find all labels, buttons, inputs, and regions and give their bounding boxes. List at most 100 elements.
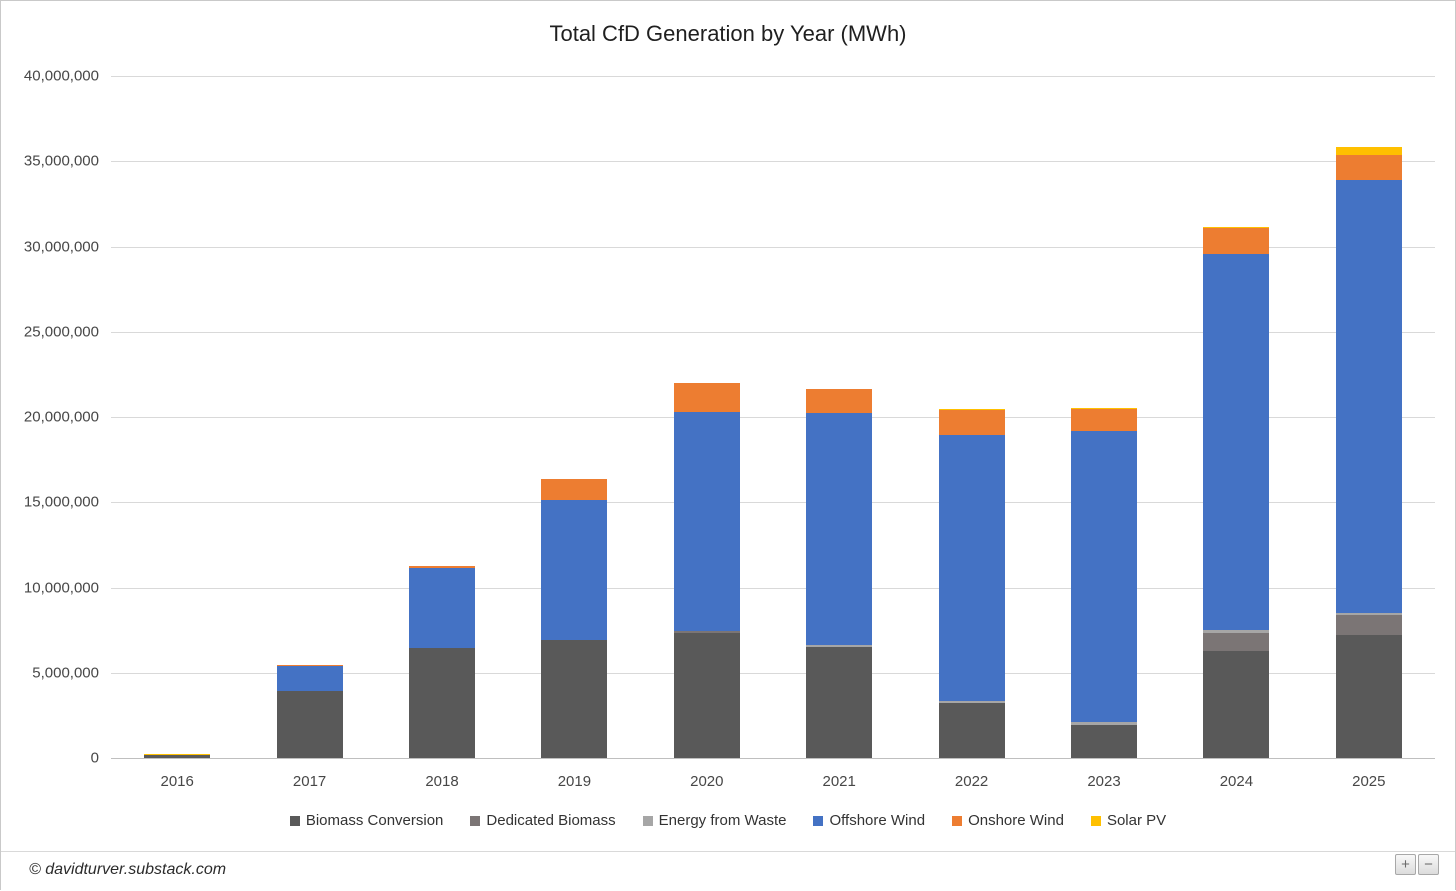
bar-segment-onshore-wind xyxy=(409,566,475,569)
bar-segment-offshore-wind xyxy=(541,500,608,641)
bar-segment-offshore-wind xyxy=(276,666,343,691)
bar-segment-solar-pv xyxy=(1071,407,1137,410)
bar-segment-onshore-wind xyxy=(1203,228,1270,255)
zoom-controls: + − xyxy=(1395,854,1439,875)
bar-segment-onshore-wind xyxy=(673,383,740,413)
x-axis-tick-label: 2018 xyxy=(425,773,459,790)
x-axis-tick-label: 2017 xyxy=(292,773,327,790)
bar-segment-energy-from-waste xyxy=(806,645,873,648)
bar-segment-biomass-conversion xyxy=(1203,651,1270,758)
x-axis-tick-label: 2016 xyxy=(160,773,194,790)
y-axis-tick-label: 0 xyxy=(90,749,99,767)
y-axis-tick-label: 10,000,000 xyxy=(23,579,99,596)
bar-segment-biomass-conversion xyxy=(276,691,343,758)
bar-segment-solar-pv xyxy=(1203,227,1270,229)
stacked-bar-2017 xyxy=(276,664,343,758)
legend-swatch-icon xyxy=(1090,815,1101,826)
bar-segment-biomass-conversion xyxy=(1335,634,1402,758)
bar-segment-offshore-wind xyxy=(1071,431,1137,723)
y-axis-tick-label: 40,000,000 xyxy=(23,67,99,85)
legend-swatch-icon xyxy=(470,815,481,826)
x-axis-tick-label: 2022 xyxy=(954,773,989,790)
legend-label: Biomass Conversion xyxy=(305,812,444,829)
bar-segment-offshore-wind xyxy=(409,568,475,649)
stacked-bar-2022 xyxy=(938,409,1005,758)
bar-segment-dedicated-biomass xyxy=(673,631,740,633)
x-axis-tick-label: 2023 xyxy=(1087,773,1121,790)
bar-segment-onshore-wind xyxy=(1335,154,1402,180)
stacked-bar-2025 xyxy=(1335,146,1402,758)
bar-segment-solar-pv xyxy=(144,753,211,756)
bar-segment-offshore-wind xyxy=(673,412,740,632)
legend-swatch-icon xyxy=(642,815,653,826)
x-axis-tick-label: 2025 xyxy=(1352,773,1386,790)
bar-segment-dedicated-biomass xyxy=(1203,633,1270,652)
plot-area: 0 5,000,000 10,000,000 15,000,000 20,000,000… xyxy=(24,68,1435,767)
gridline-y xyxy=(111,587,1435,589)
legend-item-energy-from-waste: Energy from Waste xyxy=(642,812,787,829)
gridline-y xyxy=(111,246,1435,248)
legend-item-onshore-wind: Onshore Wind xyxy=(952,812,1064,829)
bar-segment-offshore-wind xyxy=(1335,179,1402,613)
zoom-out-button[interactable]: − xyxy=(1418,854,1439,875)
copyright-text: © davidturver.substack.com xyxy=(29,861,227,878)
legend-item-offshore-wind: Offshore Wind xyxy=(813,812,925,829)
bar-segment-energy-from-waste xyxy=(1335,612,1402,616)
legend-label: Offshore Wind xyxy=(829,812,926,829)
gridline-y xyxy=(111,76,1435,77)
legend-item-biomass-conversion: Biomass Conversion xyxy=(289,812,444,829)
bar-segment-solar-pv xyxy=(1335,146,1402,155)
bar-segment-offshore-wind xyxy=(938,435,1005,702)
bar-segment-biomass-conversion xyxy=(541,640,608,758)
x-axis-tick-label: 2019 xyxy=(557,773,592,790)
gridline-y xyxy=(111,758,1435,759)
chart-title: Total CfD Generation by Year (MWh) xyxy=(549,21,907,46)
gridline-y xyxy=(111,161,1435,163)
bar-segment-onshore-wind xyxy=(276,664,343,667)
gridline-y xyxy=(111,417,1435,418)
legend-swatch-icon xyxy=(813,815,824,826)
x-axis-tick-label: 2021 xyxy=(822,773,856,790)
x-axis-tick-label: 2024 xyxy=(1219,773,1254,790)
bar-segment-dedicated-biomass xyxy=(1335,615,1402,635)
stacked-bar-2021 xyxy=(806,389,873,758)
bar-segment-biomass-conversion xyxy=(673,632,740,758)
bar-segment-onshore-wind xyxy=(541,479,608,501)
y-axis-tick-label: 25,000,000 xyxy=(23,323,99,341)
legend-item-solar-pv: Solar PV xyxy=(1090,812,1167,829)
bar-segment-biomass-conversion xyxy=(1071,724,1137,758)
stacked-bar-2024 xyxy=(1203,227,1270,758)
bar-segment-onshore-wind xyxy=(806,389,873,414)
footer-bar: © davidturver.substack.com + − xyxy=(1,851,1455,891)
y-axis-tick-label: 5,000,000 xyxy=(32,664,99,682)
legend-label: Dedicated Biomass xyxy=(486,812,616,829)
stacked-bar-2020 xyxy=(673,383,740,758)
bar-segment-biomass-conversion xyxy=(938,702,1005,758)
legend-label: Onshore Wind xyxy=(968,812,1064,829)
bar-segment-biomass-conversion xyxy=(806,647,873,758)
legend-label: Energy from Waste xyxy=(658,812,787,829)
zoom-in-button[interactable]: + xyxy=(1395,854,1416,875)
y-axis-tick-label: 20,000,000 xyxy=(23,408,99,426)
bar-segment-biomass-conversion xyxy=(409,648,475,758)
bar-segment-onshore-wind xyxy=(1071,409,1137,432)
gridline-y xyxy=(111,331,1435,333)
legend-item-dedicated-biomass: Dedicated Biomass xyxy=(470,812,616,829)
legend-label: Solar PV xyxy=(1106,812,1167,829)
y-axis-tick-label: 30,000,000 xyxy=(23,238,99,255)
chart-legend: Biomass Conversion Dedicated Biomass Energ… xyxy=(1,812,1455,829)
gridline-y xyxy=(111,502,1435,504)
bar-segment-solar-pv xyxy=(938,409,1005,411)
bar-segment-energy-from-waste xyxy=(938,701,1005,703)
legend-swatch-icon xyxy=(952,815,963,826)
x-axis-tick-label: 2020 xyxy=(690,773,724,790)
bar-segment-offshore-wind xyxy=(1203,254,1270,631)
stacked-bar-2023 xyxy=(1071,407,1137,758)
stacked-bar-2016 xyxy=(144,753,211,758)
y-axis-tick-label: 35,000,000 xyxy=(23,152,99,170)
stacked-bar-2019 xyxy=(541,479,608,758)
stacked-bar-2018 xyxy=(409,566,475,758)
gridline-y xyxy=(111,672,1435,674)
bar-segment-offshore-wind xyxy=(806,413,873,646)
